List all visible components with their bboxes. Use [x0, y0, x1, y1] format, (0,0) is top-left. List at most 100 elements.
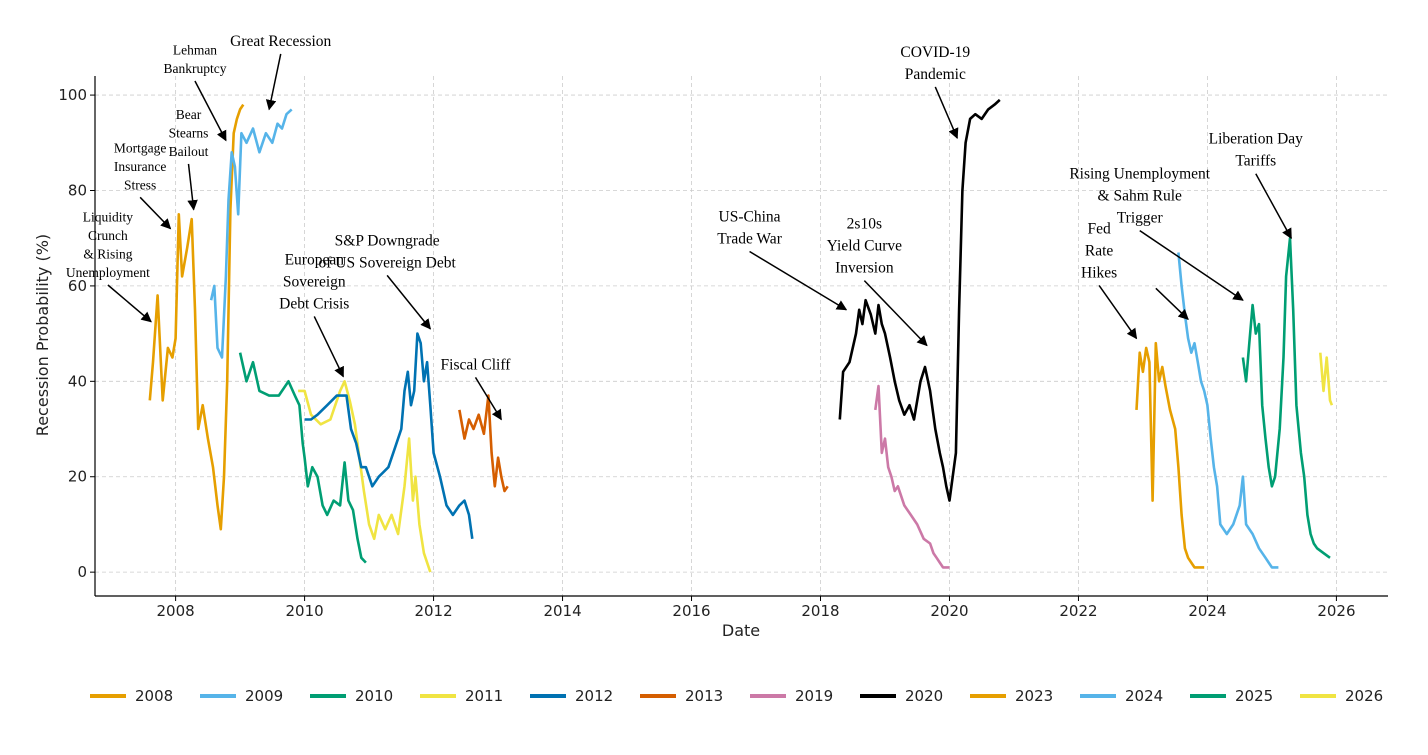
legend-label: 2009 [245, 687, 283, 705]
x-axis-title: Date [722, 621, 760, 640]
annotation-text: COVID-19 [900, 44, 970, 61]
annotation: 2s10s Yield Curve Inversion [827, 216, 928, 347]
legend-label: 2025 [1235, 687, 1273, 705]
annotation-text: Stearns [169, 125, 209, 140]
legend-label: 2013 [685, 687, 723, 705]
series-line-2009 [209, 108, 293, 359]
x-tick-label: 2014 [543, 602, 581, 620]
legend-item: 2024 [1080, 687, 1163, 705]
annotation: Mortgage Insurance Stress [114, 140, 172, 230]
annotation-arrow [934, 86, 959, 139]
annotation-text: Insurance [114, 159, 166, 174]
y-tick-label: 100 [58, 86, 87, 104]
annotation-text: Tariffs [1235, 153, 1276, 170]
annotation-arrow [265, 53, 282, 111]
annotation-arrow [313, 316, 344, 378]
annotation-text: Inversion [835, 260, 894, 277]
annotation: Fed Rate Hikes [1081, 220, 1138, 340]
legend-label: 2019 [795, 687, 833, 705]
annotation-text: Trigger [1117, 210, 1164, 227]
annotation-arrow [1155, 287, 1189, 321]
annotation-arrow [187, 163, 198, 211]
annotation: COVID-19 Pandemic [900, 44, 970, 139]
grid-lines [95, 76, 1388, 596]
annotation-arrow [1255, 173, 1292, 240]
x-tick-label: 2016 [672, 602, 710, 620]
annotation-text: Fed [1087, 220, 1111, 237]
annotation-arrow [1098, 284, 1138, 340]
legend-item: 2023 [970, 687, 1053, 705]
annotation-arrow [749, 250, 848, 311]
annotation-text: US-China [719, 209, 781, 226]
annotation-text: S&P Downgrade [335, 232, 440, 249]
annotation-text: Liquidity [83, 210, 133, 225]
annotation-text: Mortgage [114, 140, 166, 155]
legend-label: 2010 [355, 687, 393, 705]
annotation: European Sovereign Debt Crisis [279, 251, 349, 378]
x-tick-label: 2022 [1059, 602, 1097, 620]
legend-label: 2011 [465, 687, 503, 705]
annotation: S&P Downgrade of US Sovereign Debt [318, 232, 456, 330]
annotation-text: of US Sovereign Debt [318, 254, 456, 271]
y-tick-label: 60 [68, 277, 87, 295]
x-tick-label: 2010 [285, 602, 323, 620]
series-line-2025 [1241, 236, 1331, 559]
series-line-2024 [1177, 252, 1279, 569]
y-tick-label: 80 [68, 181, 87, 199]
annotation-text: Crunch [88, 228, 128, 243]
series-line-2013 [458, 394, 509, 493]
annotation-text: 2s10s [847, 216, 882, 233]
annotation-text: Debt Crisis [279, 295, 349, 312]
annotation: Great Recession [230, 33, 332, 111]
y-axis-title: Recession Probability (%) [33, 234, 52, 436]
annotation-text: Great Recession [230, 33, 331, 50]
legend-item: 2026 [1300, 687, 1383, 705]
annotation-text: Bailout [169, 144, 209, 159]
annotation: Lehman Bankruptcy [163, 43, 227, 142]
annotation-text: Stress [124, 177, 156, 192]
annotation-arrow [107, 284, 152, 323]
annotation-text: Liberation Day [1209, 131, 1304, 148]
x-tick-label: 2024 [1188, 602, 1226, 620]
series-line-2008 [148, 103, 245, 531]
annotation: Rising Unemployment & Sahm Rule Trigger [1069, 166, 1244, 301]
annotation: Liquidity Crunch & Rising Unemployment [66, 210, 152, 323]
legend-item: 2019 [750, 687, 833, 705]
annotation-text: Trade War [717, 231, 782, 248]
annotation: US-China Trade War [717, 209, 848, 311]
series-line-2011 [298, 380, 432, 573]
y-tick-label: 0 [77, 563, 87, 581]
annotation-text: & Sahm Rule [1098, 188, 1183, 205]
legend-label: 2024 [1125, 687, 1163, 705]
annotation-text: Hikes [1081, 264, 1117, 281]
annotation-text: Pandemic [905, 66, 966, 83]
annotation-arrow [194, 80, 227, 142]
annotation-arrow [474, 377, 502, 421]
series-lines [148, 98, 1334, 573]
legend-label: 2008 [135, 687, 173, 705]
annotation-text: Fiscal Cliff [441, 356, 512, 373]
annotation-text: Bear [176, 107, 202, 122]
annotation-arrow [863, 280, 928, 347]
annotation-text: Rising Unemployment [1069, 166, 1210, 183]
annotation-text: Sovereign [283, 273, 346, 290]
legend-item: 2013 [640, 687, 723, 705]
legend-item: 2012 [530, 687, 613, 705]
x-tick-label: 2008 [157, 602, 195, 620]
legend-item: 2009 [200, 687, 283, 705]
x-tick-label: 2020 [930, 602, 968, 620]
annotation-text: Bankruptcy [163, 61, 226, 76]
annotation-text: European [285, 251, 345, 268]
series-line-2019 [874, 384, 950, 569]
series-line-2026 [1319, 352, 1334, 406]
tick-labels: 2008 2010 2012 2014 2016 2018 2020 2022 2024 2026… [58, 86, 1355, 620]
x-tick-label: 2018 [801, 602, 839, 620]
annotation-text: Unemployment [66, 265, 150, 280]
axes [94, 76, 1388, 597]
legend-label: 2012 [575, 687, 613, 705]
y-tick-label: 40 [68, 372, 87, 390]
series-line-2023 [1135, 341, 1205, 569]
annotation: Fiscal Cliff [441, 356, 512, 421]
legend-item: 2011 [420, 687, 503, 705]
